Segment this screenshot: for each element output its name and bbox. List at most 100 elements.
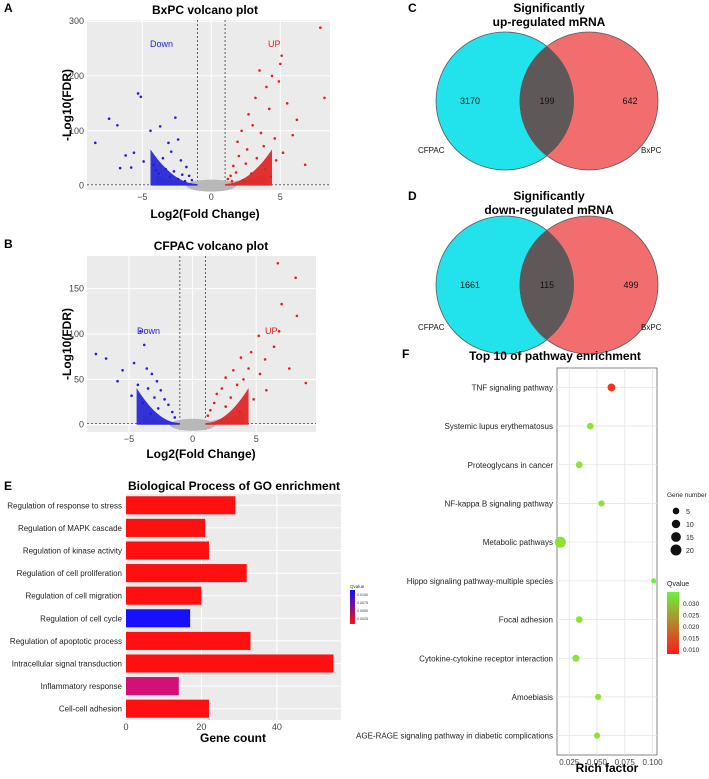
panel-letter: A — [4, 1, 13, 15]
down-regulated-point — [116, 379, 119, 383]
up-regulated-point — [263, 167, 267, 171]
venn-count-overlap: 199 — [539, 96, 554, 106]
venn-count-overlap: 115 — [540, 280, 554, 290]
up-annotation: UP — [265, 326, 278, 336]
pathway-dot — [554, 536, 566, 548]
down-regulated-point — [180, 173, 184, 176]
up-regulated-point — [267, 107, 271, 111]
up-regulated-point — [224, 376, 227, 379]
nonsignificant-core — [169, 418, 216, 431]
up-regulated-point — [220, 387, 224, 390]
up-regulated-point — [252, 398, 255, 401]
venn-count-bxpc: 499 — [623, 280, 638, 290]
down-regulated-point — [136, 383, 140, 387]
down-regulated-point — [156, 407, 160, 410]
go-bar — [126, 609, 191, 628]
panel-letter: C — [408, 1, 417, 15]
down-regulated-point — [159, 388, 163, 392]
up-regulated-point — [263, 358, 267, 361]
down-regulated-point — [187, 174, 191, 178]
down-regulated-point — [158, 125, 162, 128]
up-regulated-point — [262, 144, 266, 148]
up-regulated-point — [242, 378, 245, 381]
up-regulated-point — [273, 137, 277, 140]
up-regulated-point — [255, 156, 259, 160]
up-regulated-point — [236, 140, 239, 144]
x-axis-title: Gene count — [200, 731, 266, 745]
down-regulated-point — [150, 372, 154, 376]
up-regulated-point — [259, 131, 263, 135]
data-points — [93, 26, 326, 186]
pathway-dot — [587, 422, 594, 430]
pathway-dot — [575, 461, 583, 469]
panel-c: C Significantly up-regulated mRNA 3170 1… — [408, 1, 662, 171]
venn-label-cfpac: CFPAC — [418, 146, 445, 155]
up-regulated-point — [209, 408, 212, 412]
plot-background — [87, 256, 316, 432]
x-tick-label: 0 — [209, 192, 214, 202]
panel-e: E Biological Process of GO enrichment Re… — [4, 479, 368, 745]
venn-title-line-1: Significantly — [513, 1, 585, 15]
go-bar — [126, 518, 206, 537]
bars — [126, 496, 334, 718]
venn-overlap — [519, 216, 574, 354]
up-regulated-point — [247, 367, 250, 370]
colorbar-tick-label: 0.0025 — [357, 617, 368, 621]
category-label: Metabolic pathways — [483, 538, 553, 547]
up-regulated-point — [251, 123, 254, 127]
down-regulated-point — [170, 410, 174, 414]
up-regulated-point — [270, 74, 274, 78]
x-tick-labels: 0 20 40 — [123, 722, 281, 732]
data-points — [94, 261, 308, 425]
pathway-dot — [651, 578, 657, 584]
colorbar-tick-label: 0.015 — [683, 636, 700, 643]
y-axis-title: -Log10(FDR) — [60, 69, 74, 141]
chart-title: BxPC volcano plot — [152, 3, 258, 17]
chart-title: Top 10 of pathway enrichment — [469, 349, 641, 363]
down-regulated-point — [136, 92, 140, 95]
colorbar — [667, 592, 679, 654]
up-regulated-point — [230, 179, 234, 183]
venn-count-cfpac: 1661 — [460, 280, 480, 290]
up-regulated-point — [281, 151, 285, 155]
venn-title-line-1: Significantly — [513, 189, 585, 203]
y-tick-label: 200 — [69, 71, 84, 81]
pathway-dot — [598, 500, 605, 507]
down-regulated-point — [94, 352, 98, 356]
nonsignificant-core — [186, 179, 237, 192]
category-label: Systemic lupus erythematosus — [445, 422, 554, 431]
go-bar — [126, 631, 251, 650]
size-legend-label: 10 — [686, 522, 694, 529]
gridlines — [87, 20, 330, 190]
threshold-lines — [87, 256, 316, 432]
x-tick-label: 5 — [254, 434, 259, 444]
chart-title: CFPAC volcano plot — [154, 239, 268, 253]
down-regulated-point — [164, 167, 167, 171]
down-regulated-point — [149, 129, 152, 133]
up-regulated-point — [257, 334, 261, 338]
x-axis-title: Log2(Fold Change) — [150, 207, 259, 221]
y-axis-title: -Log10(FDR) — [60, 308, 74, 380]
down-regulated-point — [139, 329, 142, 333]
up-regulated-point — [276, 261, 280, 265]
panel-d: D Significantly down-regulated mRNA 1661… — [408, 189, 662, 355]
up-regulated-point — [319, 26, 322, 29]
go-bar — [126, 496, 236, 515]
panel-letter: D — [408, 189, 417, 203]
go-bar — [126, 564, 247, 583]
down-regulated-point — [173, 416, 177, 419]
size-legend-label: 5 — [686, 509, 690, 516]
up-annotation: UP — [268, 39, 281, 49]
venn-label-bxpc: BxPC — [641, 323, 662, 332]
down-regulated-point — [154, 168, 158, 172]
down-regulated-point — [129, 166, 133, 169]
panel-f: F Top 10 of pathway enrichment TNF signa… — [356, 347, 708, 775]
x-axis-title: Rich factor — [576, 761, 639, 775]
go-bar — [126, 699, 209, 718]
go-bar — [126, 541, 209, 560]
up-regulated-point — [285, 102, 289, 105]
colorbar-tick-label: 0.025 — [683, 613, 700, 620]
venn-overlap — [519, 32, 574, 170]
up-regulated-point — [303, 163, 307, 167]
